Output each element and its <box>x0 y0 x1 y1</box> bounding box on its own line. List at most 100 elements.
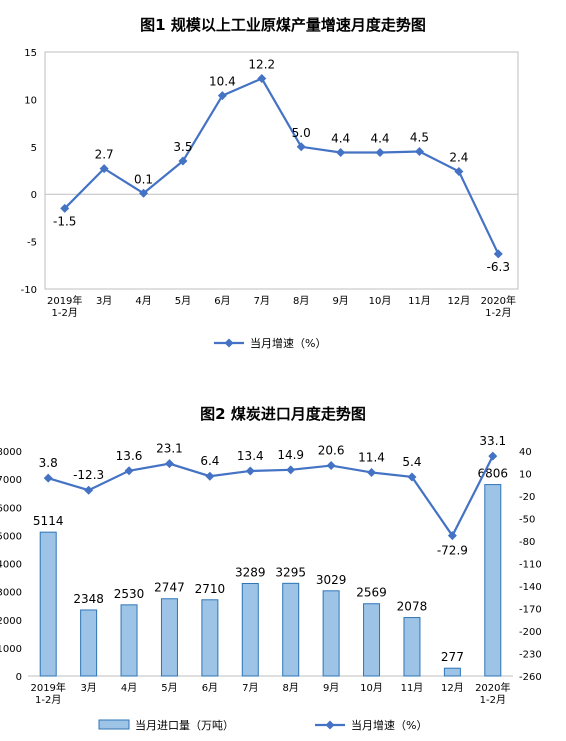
chart2-xtick-label: 4月 <box>121 682 137 694</box>
chart1-data-point <box>296 142 306 152</box>
chart2-bar <box>282 582 300 677</box>
chart1-xtick-label: 1-2月 <box>485 307 511 319</box>
chart1-data-label: -6.3 <box>487 260 510 274</box>
chart1-data-label: 2.4 <box>449 150 468 164</box>
chart2-xtick-label: 2019年 <box>30 681 65 694</box>
chart2-bar-label: 2078 <box>397 600 428 614</box>
chart2-data-point <box>43 473 53 483</box>
chart2-left-ytick-label: 4000 <box>0 560 22 571</box>
chart1-data-point <box>257 74 267 84</box>
chart2-data-point <box>286 465 296 475</box>
chart1-data-label: 5.0 <box>292 126 311 140</box>
chart2-bar-label: 277 <box>441 650 464 664</box>
chart1-legend-label: 当月增速（%） <box>250 336 326 350</box>
chart1-xtick-label: 10月 <box>369 295 392 307</box>
chart2-xtick-label: 12月 <box>441 682 464 694</box>
chart2-right-ytick-label: -80 <box>519 537 535 548</box>
chart2-xtick-label: 9月 <box>323 682 339 694</box>
chart2-right-ytick-label: -230 <box>519 650 542 661</box>
chart2-xtick-label: 10月 <box>360 682 383 694</box>
chart2-xtick-label: 8月 <box>283 682 299 694</box>
chart2-xtick-label: 1-2月 <box>480 694 506 706</box>
chart1-plot-border <box>44 51 519 290</box>
chart2-bar <box>403 617 421 677</box>
chart1-data-label: -1.5 <box>53 214 76 228</box>
chart1-data-point <box>139 188 149 198</box>
chart2-line-label: 13.6 <box>116 449 143 463</box>
chart2-data-point <box>447 531 457 541</box>
chart2-bar-label: 2569 <box>356 586 387 600</box>
chart2-line-label: 13.4 <box>237 449 264 463</box>
chart1-ytick-label: 5 <box>31 143 37 154</box>
chart2-xtick-label: 3月 <box>80 682 96 694</box>
chart2-bar <box>322 590 340 677</box>
chart1-xtick-label: 6月 <box>214 295 230 307</box>
chart2-line-label: 20.6 <box>318 444 345 458</box>
chart1-data-label: 4.5 <box>410 131 429 145</box>
chart2-bar <box>363 603 381 677</box>
chart2-line-label: 5.4 <box>402 455 421 469</box>
chart2-data-point <box>407 472 417 482</box>
chart2-bar-label: 3029 <box>316 573 347 587</box>
chart2-right-ytick-label: -140 <box>519 582 542 593</box>
chart1-ytick-label: -10 <box>21 285 37 296</box>
chart2-data-point <box>326 461 336 471</box>
chart1-ytick-label: 15 <box>24 48 37 59</box>
chart1-xtick-label: 11月 <box>408 295 431 307</box>
chart2-right-ytick-label: -20 <box>519 492 535 503</box>
chart2-line-label: 6.4 <box>200 454 219 468</box>
chart1-data-label: 10.4 <box>209 75 236 89</box>
chart1-xtick-label: 7月 <box>254 295 270 307</box>
chart1-data-point <box>217 91 227 101</box>
chart1-legend-marker <box>224 338 234 348</box>
chart2-xtick-label: 7月 <box>242 682 258 694</box>
chart2-legend-bar-label: 当月进口量（万吨） <box>135 718 234 732</box>
chart1-xtick-label: 5月 <box>175 295 191 307</box>
chart1-data-point <box>375 147 385 157</box>
chart2-xtick-label: 6月 <box>202 682 218 694</box>
chart2-bar <box>443 667 461 677</box>
chart2-bar-label: 5114 <box>33 514 64 528</box>
chart2-legend-marker <box>325 720 335 730</box>
chart2-right-ytick-label: 10 <box>519 470 532 481</box>
chart2-bar <box>120 604 138 677</box>
chart2-data-point <box>164 459 174 469</box>
chart2-bar-label: 2348 <box>73 592 104 606</box>
chart2-left-ytick-label: 5000 <box>0 531 22 542</box>
chart1-data-point <box>493 249 503 259</box>
chart2-xtick-label: 1-2月 <box>35 694 61 706</box>
chart2-legend-bar-swatch <box>98 719 130 730</box>
chart1-title: 图1 规模以上工业原煤产量增速月度走势图 <box>140 16 426 34</box>
chart2-bar-label: 3289 <box>235 565 266 579</box>
chart2-right-ytick-label: -110 <box>519 560 542 571</box>
chart2-left-ytick-label: 3000 <box>0 588 22 599</box>
chart2-data-point <box>245 466 255 476</box>
chart1-data-label: 3.5 <box>173 140 192 154</box>
chart1-xtick-label: 3月 <box>96 295 112 307</box>
chart2-left-ytick-label: 0 <box>16 672 22 683</box>
chart2-bar <box>484 484 502 677</box>
chart2-bar-label: 3295 <box>275 565 306 579</box>
chart1-data-label: 0.1 <box>134 172 153 186</box>
chart1-data-label: 4.4 <box>370 131 389 145</box>
chart2-xtick-label: 11月 <box>401 682 424 694</box>
chart1-ytick-label: 0 <box>31 190 37 201</box>
chart1-xtick-label: 12月 <box>448 295 471 307</box>
chart1-xtick-label: 9月 <box>332 295 348 307</box>
chart2-line-label: 33.1 <box>479 434 506 448</box>
chart1-data-label: 4.4 <box>331 131 350 145</box>
chart2-bar <box>39 531 57 677</box>
chart1-data-point <box>454 166 464 176</box>
chart2-line-label: 14.9 <box>277 448 304 462</box>
chart2-line-label: 11.4 <box>358 450 385 464</box>
chart2-bar <box>241 582 259 677</box>
chart1-data-point <box>414 147 424 157</box>
chart2-data-point <box>124 466 134 476</box>
chart2-data-point <box>367 467 377 477</box>
chart1-data-point <box>336 147 346 157</box>
chart1-series-line <box>63 77 500 255</box>
chart2-data-point <box>488 451 498 461</box>
chart2-bar-label: 2747 <box>154 581 185 595</box>
